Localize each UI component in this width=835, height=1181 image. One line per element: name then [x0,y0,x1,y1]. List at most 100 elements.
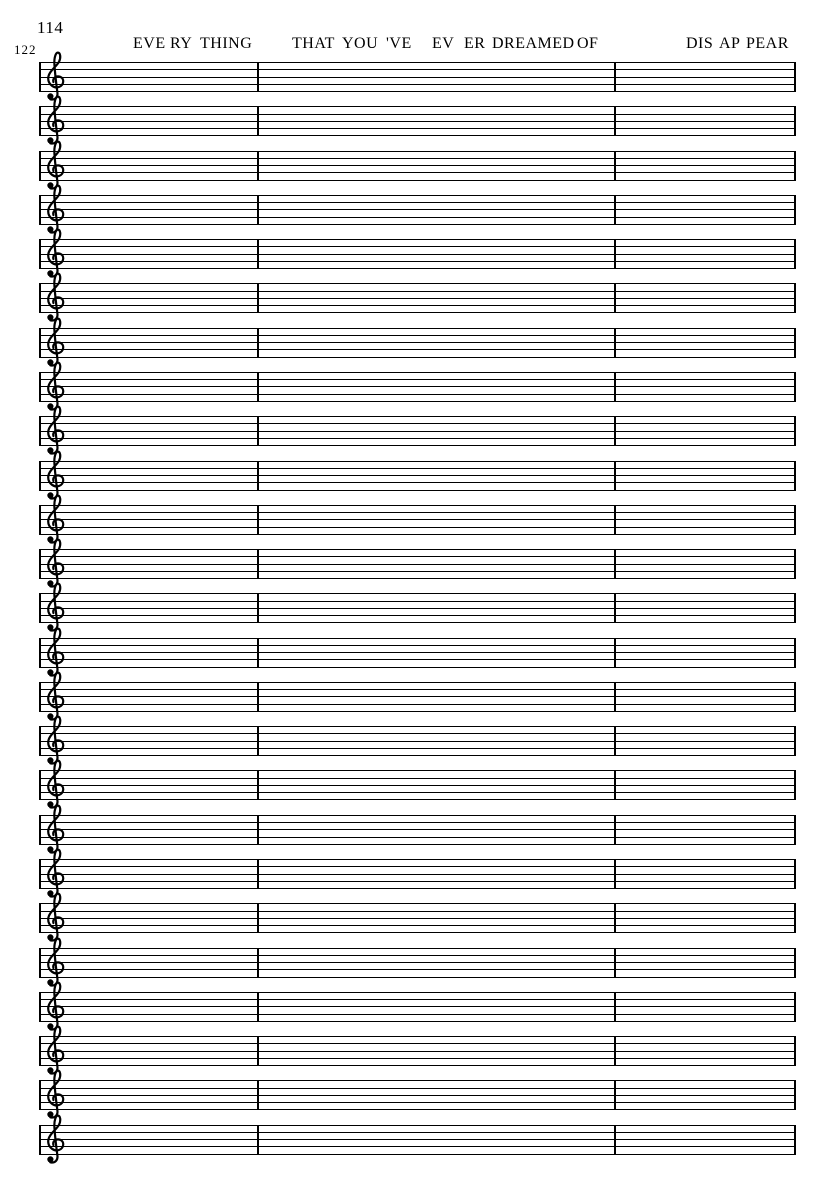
staff-system [39,51,796,101]
staff-line [39,733,796,735]
final-barline [793,681,796,712]
staff-line [39,859,796,861]
barline [614,371,616,402]
staff-line [39,342,796,344]
staff-line [39,681,796,683]
barline [257,903,259,934]
staff-line [39,512,796,514]
staff-line [39,740,796,742]
final-barline [793,150,796,181]
final-barline [793,991,796,1022]
staff-line [39,556,796,558]
staff-line [39,549,796,551]
lyric-syllable: AP [719,35,741,52]
staff-line [39,799,796,801]
staff-line [39,593,796,595]
barline [257,991,259,1022]
staff-line [39,910,796,912]
barline [39,194,41,225]
barline [257,637,259,668]
staff-line [39,179,796,181]
staff-line [39,460,796,462]
barline [39,947,41,978]
staff-line [39,1020,796,1022]
staff-line [39,239,796,241]
staff-line [39,947,796,949]
staff-system [39,361,796,411]
staff-line [39,268,796,270]
barline [614,106,616,137]
staff-line [39,209,796,211]
staff-line [39,652,796,654]
staff-line [39,1109,796,1111]
final-barline [793,593,796,624]
barline [614,637,616,668]
staff-line [39,925,796,927]
staff-line [39,290,796,292]
staff-line [39,76,796,78]
lyric-syllable: DREAMED [492,35,575,52]
final-barline [793,947,796,978]
barline [39,371,41,402]
staff-line [39,659,796,661]
staff-line [39,1050,796,1052]
staff-system [39,582,796,632]
staff-line [39,379,796,381]
final-barline [793,549,796,580]
staff-system [39,1069,796,1120]
staff-line [39,1080,796,1082]
staff-line [39,416,796,418]
staff-system [39,981,796,1031]
barline [39,991,41,1022]
barline [39,150,41,181]
staff-line [39,475,796,477]
staff-line [39,1139,796,1141]
staff-line [39,1043,796,1045]
final-barline [793,726,796,757]
lyric-syllable: THING [200,35,253,52]
final-barline [793,859,796,890]
staff-line [39,747,796,749]
staff-line [39,792,796,794]
final-barline [793,239,796,270]
barline [39,283,41,314]
barline [614,194,616,225]
staff-line [39,888,796,890]
staff-line [39,128,796,130]
staff-line [39,1094,796,1096]
final-barline [793,1080,796,1111]
barline [614,903,616,934]
final-barline [793,283,796,314]
barline [614,593,616,624]
staff-line [39,829,796,831]
staff-line [39,246,796,248]
staff-line [39,489,796,491]
staff-line [39,1124,796,1126]
barline [257,814,259,845]
staff-line [39,91,796,92]
staff-line [39,903,796,905]
barline [614,859,616,890]
barline [39,1124,41,1155]
final-barline [793,371,796,402]
staff-line [39,165,796,167]
final-barline [793,1124,796,1155]
staff-line [39,770,796,772]
final-barline [793,194,796,225]
staff-line [39,194,796,196]
barline [257,1036,259,1067]
staff-line [39,371,796,373]
lyric-syllable: ER [464,35,486,52]
staff-line [39,1013,796,1015]
barline [39,637,41,668]
barline [257,239,259,270]
barline [39,504,41,535]
measure-number: 122 [14,42,37,57]
staff-line [39,784,796,786]
final-barline [793,770,796,801]
barline [614,283,616,314]
staff-system [39,937,796,987]
barline [257,62,259,92]
